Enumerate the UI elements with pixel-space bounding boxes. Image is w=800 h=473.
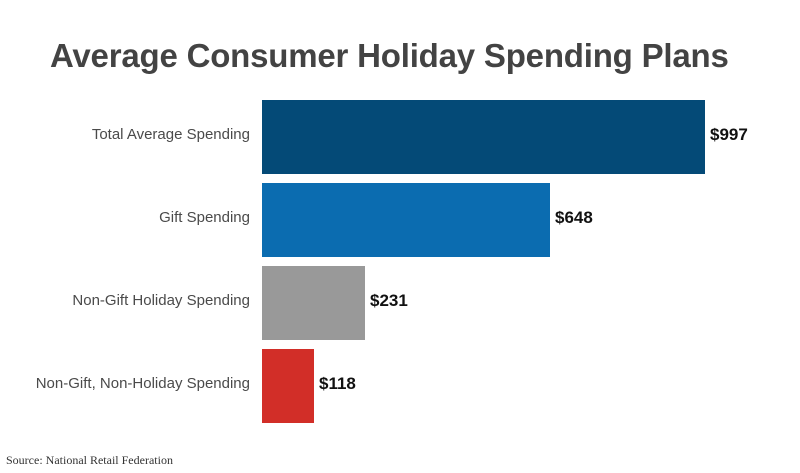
- bar-row: Total Average Spending $997: [0, 96, 800, 174]
- source-note: Source: National Retail Federation: [6, 453, 173, 467]
- bar-segment[interactable]: [262, 100, 705, 174]
- bar-row: Gift Spending $648: [0, 179, 800, 257]
- category-label: Gift Spending: [159, 209, 250, 226]
- bar-value-label: $648: [555, 208, 593, 227]
- category-label: Non-Gift, Non-Holiday Spending: [35, 375, 250, 392]
- bar-value-label: $231: [370, 291, 408, 310]
- bar-segment[interactable]: [262, 266, 365, 340]
- bar-row: Non-Gift Holiday Spending $231: [0, 262, 800, 340]
- bar-segment[interactable]: [262, 349, 314, 423]
- bar-value-label: $997: [710, 125, 748, 144]
- plot-area: Total Average Spending $997 Gift Spendin…: [0, 96, 800, 426]
- category-label: Total Average Spending: [91, 126, 250, 143]
- bar-value-label: $118: [319, 374, 356, 393]
- chart-title: Average Consumer Holiday Spending Plans: [50, 37, 729, 74]
- bar-row: Non-Gift, Non-Holiday Spending $118: [0, 345, 800, 423]
- bar-segment[interactable]: [262, 183, 550, 257]
- category-label: Non-Gift Holiday Spending: [72, 292, 250, 309]
